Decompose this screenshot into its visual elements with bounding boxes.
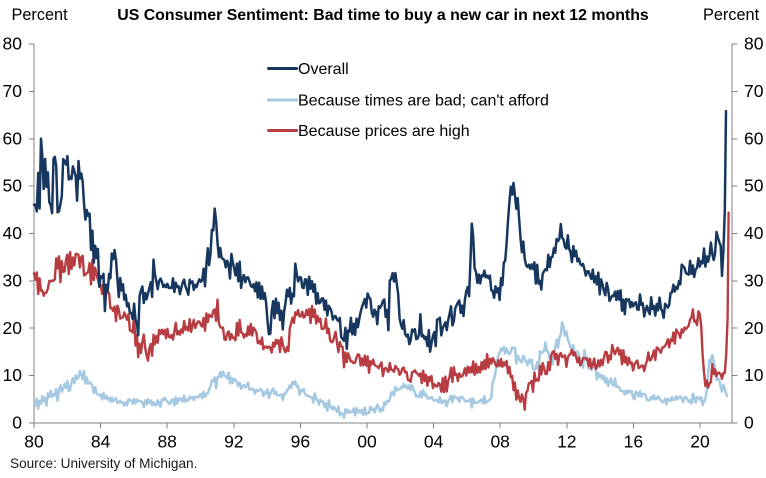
svg-text:70: 70 <box>744 81 764 101</box>
svg-text:10: 10 <box>3 365 23 385</box>
svg-text:60: 60 <box>3 128 23 148</box>
svg-text:Source: University of Michigan: Source: University of Michigan. <box>10 456 197 471</box>
svg-text:50: 50 <box>3 176 23 196</box>
svg-text:70: 70 <box>3 81 23 101</box>
svg-text:04: 04 <box>424 432 444 452</box>
svg-text:10: 10 <box>744 365 764 385</box>
svg-text:96: 96 <box>291 432 310 452</box>
svg-text:20: 20 <box>690 432 710 452</box>
svg-text:92: 92 <box>224 432 243 452</box>
svg-text:30: 30 <box>3 271 23 291</box>
svg-text:US Consumer Sentiment: Bad tim: US Consumer Sentiment: Bad time to buy a… <box>117 7 649 24</box>
svg-text:40: 40 <box>3 223 23 243</box>
svg-text:00: 00 <box>357 432 377 452</box>
svg-text:Percent: Percent <box>703 6 760 24</box>
svg-text:08: 08 <box>490 432 509 452</box>
svg-text:30: 30 <box>744 271 764 291</box>
svg-text:84: 84 <box>91 432 111 452</box>
svg-text:80: 80 <box>3 34 23 54</box>
svg-text:0: 0 <box>12 413 22 433</box>
svg-text:88: 88 <box>157 432 176 452</box>
svg-text:Because prices are high: Because prices are high <box>298 123 470 140</box>
svg-text:80: 80 <box>24 432 44 452</box>
svg-text:20: 20 <box>3 318 23 338</box>
svg-text:80: 80 <box>744 34 764 54</box>
svg-text:0: 0 <box>744 413 754 433</box>
svg-text:40: 40 <box>744 223 764 243</box>
svg-text:50: 50 <box>744 176 764 196</box>
svg-text:16: 16 <box>624 432 643 452</box>
svg-text:20: 20 <box>744 318 764 338</box>
svg-text:12: 12 <box>557 432 576 452</box>
svg-text:60: 60 <box>744 128 764 148</box>
svg-text:Overall: Overall <box>298 61 349 78</box>
svg-text:Percent: Percent <box>12 6 69 24</box>
svg-text:Because times are bad; can't a: Because times are bad; can't afford <box>298 93 549 110</box>
